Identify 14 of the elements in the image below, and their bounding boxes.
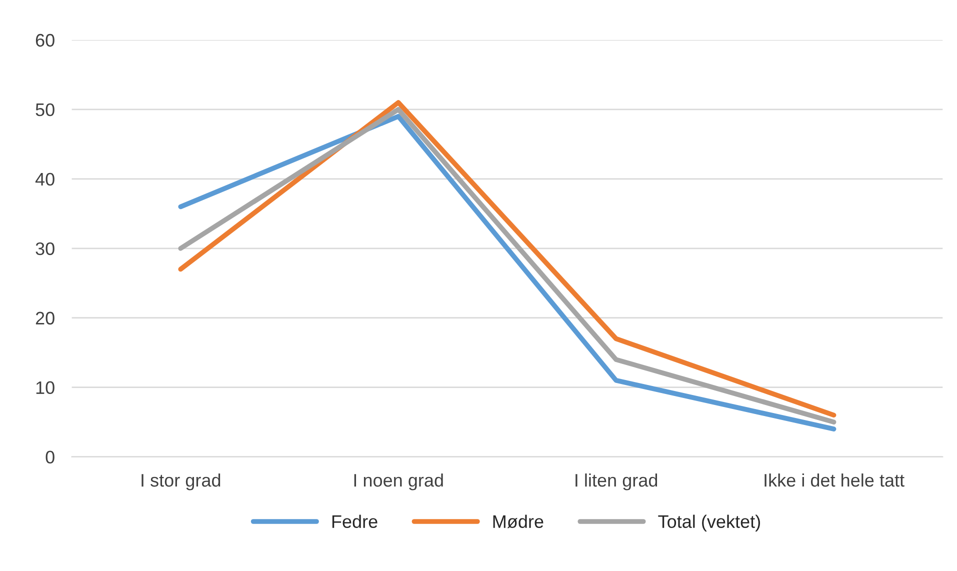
- legend-label: Fedre: [332, 514, 378, 528]
- x-tick-label: I noen grad: [354, 473, 443, 490]
- y-tick-label: 30: [36, 242, 54, 256]
- y-tick-label: 50: [36, 103, 54, 116]
- legend-label: Mødre: [493, 514, 544, 528]
- y-tick-label: 20: [36, 312, 54, 325]
- x-tick-label: I liten grad: [576, 473, 658, 490]
- legend-label: Total (vektet): [658, 514, 760, 532]
- y-tick-label: 60: [36, 34, 54, 47]
- y-tick-label: 0: [46, 450, 54, 464]
- x-tick-label: Ikke i det hele tatt: [764, 473, 904, 487]
- y-tick-label: 10: [36, 381, 54, 394]
- x-tick-label: I stor grad: [142, 473, 220, 490]
- y-tick-label: 40: [35, 172, 54, 186]
